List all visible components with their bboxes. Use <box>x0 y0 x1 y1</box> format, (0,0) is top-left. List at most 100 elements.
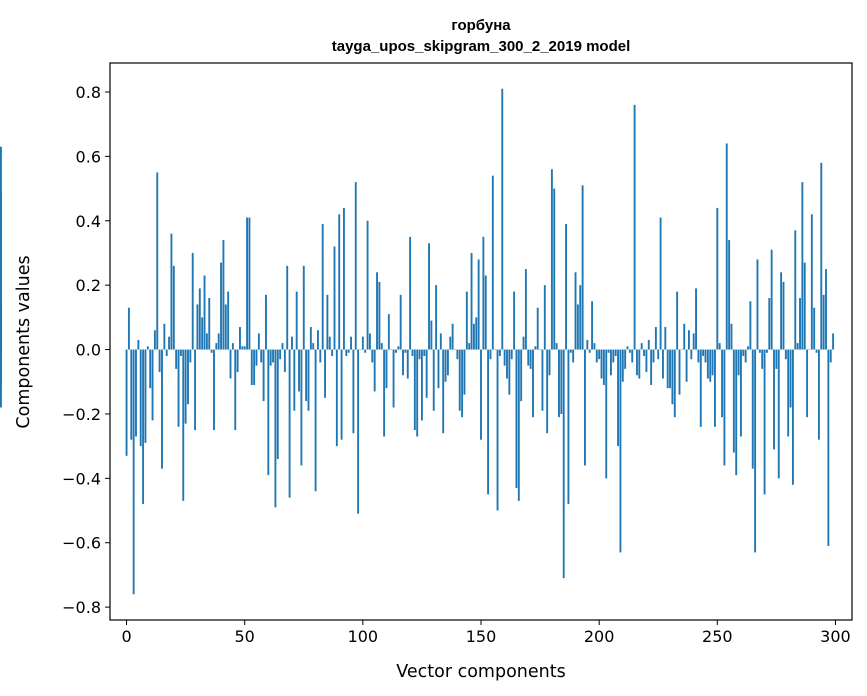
bar-253 <box>723 349 726 466</box>
bar-282 <box>791 349 794 485</box>
y-tick-label: −0.6 <box>62 534 101 553</box>
bar-116 <box>399 294 402 350</box>
chart-subtitle: tayga_upos_skipgram_300_2_2019 model <box>332 38 631 55</box>
bar-122 <box>413 349 416 431</box>
x-tick-label: 100 <box>348 627 379 646</box>
bar-270 <box>763 349 766 495</box>
bar-194 <box>584 349 586 466</box>
bar-28 <box>191 252 194 350</box>
bar-109 <box>383 349 386 437</box>
bar-166 <box>517 349 520 501</box>
bar-51 <box>246 217 248 350</box>
bar-247 <box>709 349 712 382</box>
bar-10 <box>149 349 152 389</box>
bar-158 <box>498 349 501 356</box>
bar-98 <box>357 349 360 514</box>
bar-207 <box>614 349 617 356</box>
bar-255 <box>728 240 731 350</box>
bar-85 <box>326 294 329 350</box>
bar-76 <box>305 349 308 402</box>
bar-38 <box>215 343 218 350</box>
y-axis-label: Components values <box>14 255 34 428</box>
bar-23 <box>179 349 182 356</box>
bar-68 <box>286 265 289 350</box>
bar-172 <box>532 349 534 418</box>
bar-284 <box>796 343 799 350</box>
bar-170 <box>527 349 530 366</box>
bar-81 <box>317 330 319 350</box>
bar-248 <box>711 349 714 376</box>
bar-19 <box>170 233 173 350</box>
bar-218 <box>640 343 643 350</box>
bar-11 <box>151 349 154 421</box>
plot-frame <box>109 62 853 621</box>
bar-178 <box>546 349 549 434</box>
bar-84 <box>324 349 326 398</box>
bar-94 <box>347 349 350 353</box>
bar-24 <box>182 349 185 501</box>
bar-296 <box>825 269 827 350</box>
bar-197 <box>591 301 594 350</box>
bar-208 <box>617 349 619 447</box>
y-tick-label: 0.6 <box>76 147 101 166</box>
bar-260 <box>739 349 742 437</box>
bar-298 <box>829 349 832 363</box>
x-axis-label: Vector components <box>396 662 565 682</box>
bar-59 <box>265 294 267 350</box>
bar-71 <box>293 349 296 411</box>
bar-244 <box>702 349 705 356</box>
x-tick-label: 250 <box>702 627 733 646</box>
bar-6 <box>139 349 142 447</box>
bar-236 <box>683 323 686 350</box>
y-axis-ticks: −0.8 −0.6 −0.4 −0.2 0.0 0.2 0.4 0.6 0.8 <box>62 83 110 617</box>
bar-113 <box>392 349 395 408</box>
bar-157 <box>496 349 499 511</box>
bar-184 <box>560 349 563 414</box>
y-tick-label: 0.2 <box>76 276 101 295</box>
bar-107 <box>378 281 381 350</box>
bar-83 <box>321 223 324 350</box>
bar-246 <box>706 349 709 379</box>
bar-21 <box>175 349 178 369</box>
bar-213 <box>628 349 631 353</box>
bar-37 <box>213 349 215 431</box>
bar-47 <box>236 349 239 373</box>
bar-89 <box>335 349 338 447</box>
bar-104 <box>371 349 374 363</box>
bar-174 <box>536 307 539 350</box>
bar-205 <box>610 349 612 376</box>
bar-201 <box>600 349 603 379</box>
bar-285 <box>799 298 801 350</box>
bar-143 <box>463 349 466 395</box>
bar-128 <box>428 243 430 350</box>
bar-281 <box>789 349 792 408</box>
bar-43 <box>227 291 230 350</box>
bar-undefined <box>0 349 2 408</box>
bar-121 <box>411 349 414 356</box>
bar-27 <box>189 349 192 363</box>
bar-196 <box>588 349 591 353</box>
x-tick-label: 150 <box>466 627 497 646</box>
bar-212 <box>626 346 629 350</box>
bar-82 <box>319 349 322 363</box>
bar-279 <box>784 349 787 360</box>
bar-124 <box>418 349 421 360</box>
bar-75 <box>302 265 305 350</box>
bar-192 <box>579 285 582 350</box>
bar-271 <box>765 349 768 353</box>
bar-145 <box>468 343 471 350</box>
bar-223 <box>652 349 655 363</box>
bar-63 <box>274 349 277 508</box>
bar-250 <box>716 207 719 350</box>
bar-181 <box>553 188 556 350</box>
bar-259 <box>737 349 740 376</box>
y-tick-label: −0.2 <box>62 405 101 424</box>
bar-258 <box>735 349 738 476</box>
bar-140 <box>456 349 459 360</box>
bar-7 <box>142 349 145 505</box>
bar-151 <box>482 236 485 350</box>
bar-280 <box>787 349 790 437</box>
bar-35 <box>208 298 211 350</box>
bar-115 <box>397 346 400 350</box>
bar-32 <box>201 317 204 350</box>
